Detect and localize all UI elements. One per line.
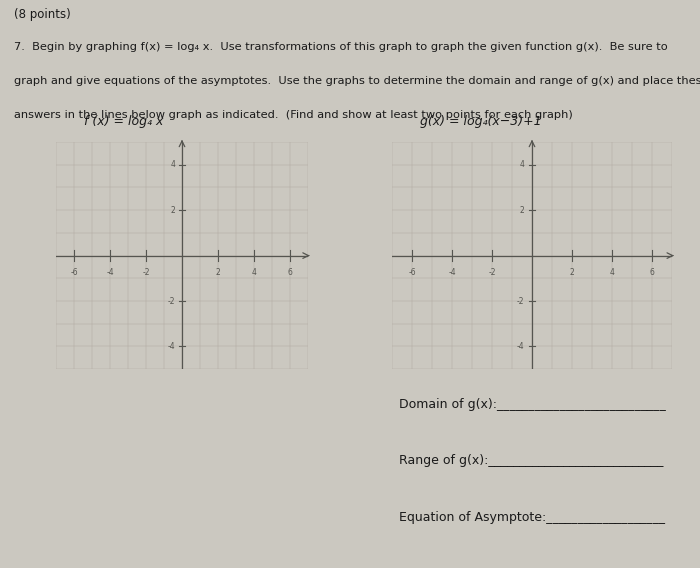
Text: (8 points): (8 points) (14, 9, 71, 21)
Text: f (x) = log₄ x: f (x) = log₄ x (84, 115, 163, 128)
Text: -4: -4 (448, 268, 456, 277)
Text: g(x) = log₄(x−3)+1: g(x) = log₄(x−3)+1 (420, 115, 542, 128)
Text: 6: 6 (288, 268, 293, 277)
Text: 4: 4 (519, 160, 524, 169)
Text: -2: -2 (489, 268, 496, 277)
Text: 4: 4 (610, 268, 615, 277)
Text: 7.  Begin by graphing f(x) = log₄ x.  Use transformations of this graph to graph: 7. Begin by graphing f(x) = log₄ x. Use … (14, 42, 668, 52)
Text: -4: -4 (517, 342, 524, 351)
Text: answers in the lines below graph as indicated.  (Find and show at least two poin: answers in the lines below graph as indi… (14, 110, 573, 120)
Text: graph and give equations of the asymptotes.  Use the graphs to determine the dom: graph and give equations of the asymptot… (14, 76, 700, 86)
Text: Equation of Asymptote:___________________: Equation of Asymptote:__________________… (399, 511, 665, 524)
Text: Range of g(x):____________________________: Range of g(x):__________________________… (399, 454, 664, 467)
Text: 2: 2 (520, 206, 524, 215)
Text: -4: -4 (168, 342, 175, 351)
Text: -6: -6 (70, 268, 78, 277)
Text: -4: -4 (106, 268, 114, 277)
Text: -2: -2 (168, 296, 175, 306)
Text: 2: 2 (171, 206, 175, 215)
Text: 4: 4 (171, 160, 175, 169)
Text: -2: -2 (142, 268, 150, 277)
Text: -2: -2 (517, 296, 524, 306)
Text: 4: 4 (251, 268, 256, 277)
Text: 6: 6 (650, 268, 654, 277)
Text: 2: 2 (216, 268, 220, 277)
Text: Domain of g(x):___________________________: Domain of g(x):_________________________… (399, 398, 666, 411)
Text: -6: -6 (408, 268, 416, 277)
Text: 2: 2 (570, 268, 575, 277)
